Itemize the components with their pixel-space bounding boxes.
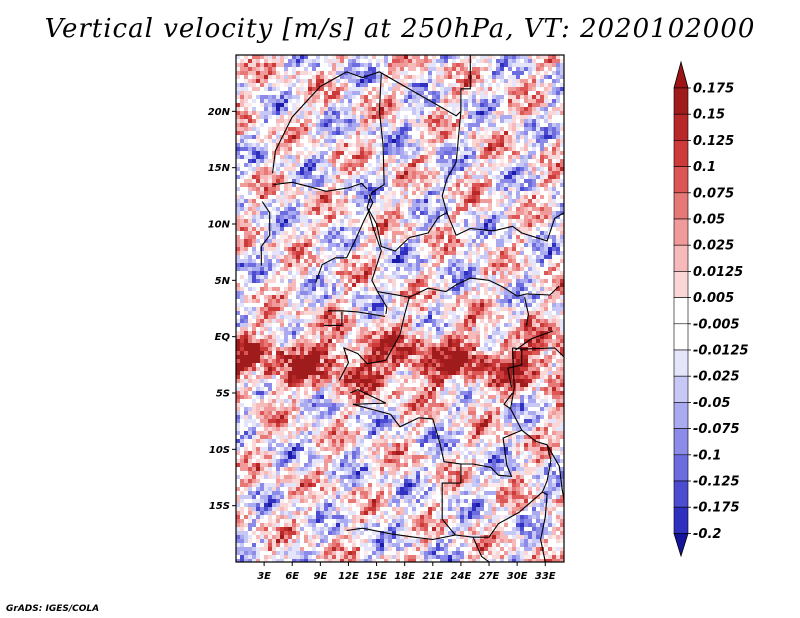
colorbar-level-label: 0.025 xyxy=(693,239,734,254)
lon-tick-label: 24E xyxy=(451,571,472,582)
map-title: Vertical velocity [m/s] at 250hPa, VT: 2… xyxy=(44,14,756,44)
lon-tick-label: 30E xyxy=(507,571,528,582)
colorbar-segment xyxy=(673,297,689,325)
colorbar-segment xyxy=(673,428,689,456)
country-borders xyxy=(260,55,564,562)
lat-tick-label: EQ xyxy=(215,332,231,343)
colorbar-segment xyxy=(673,244,689,272)
lat-tick-label: 5N xyxy=(215,276,231,287)
colorbar-top-arrow xyxy=(673,60,689,89)
vertical-velocity-field xyxy=(236,55,564,562)
colorbar-level-label: -0.005 xyxy=(693,317,740,332)
lon-tick-label: 9E xyxy=(313,571,327,582)
colorbar-segment xyxy=(673,402,689,429)
colorbar-segment xyxy=(673,271,689,298)
colorbar-level-label: 0.05 xyxy=(693,213,725,228)
longitude-axis: 3E 6E 9E 12E 15E 18E 21E 24E 27E 30E 33E xyxy=(257,562,556,582)
lon-tick-label: 3E xyxy=(257,571,271,582)
lat-tick-label: 15S xyxy=(209,501,230,512)
colorbar-level-label: -0.05 xyxy=(693,396,730,411)
colorbar-segment xyxy=(673,218,689,246)
colorbar-segment xyxy=(673,140,689,167)
colorbar-level-label: -0.175 xyxy=(693,501,740,516)
colorbar-level-label: -0.075 xyxy=(693,422,740,437)
colorbar-level-label: 0.075 xyxy=(693,186,734,201)
colorbar-segment xyxy=(673,166,689,194)
colorbar: 0.175 0.15 0.125 0.1 0.075 0.05 0.025 0.0125 0.0… xyxy=(673,60,749,558)
lat-tick-label: 20N xyxy=(208,107,231,118)
lon-tick-label: 6E xyxy=(285,571,299,582)
colorbar-bottom-arrow xyxy=(673,533,689,558)
latitude-axis: 20N 15N 10N 5N EQ 5S 10S 15S xyxy=(208,107,236,512)
colorbar-level-label: -0.125 xyxy=(693,475,740,490)
colorbar-segment xyxy=(673,323,689,351)
colorbar-level-label: 0.005 xyxy=(693,291,734,306)
lon-tick-label: 33E xyxy=(535,571,556,582)
lat-tick-label: 15N xyxy=(208,163,231,174)
colorbar-level-label: 0.175 xyxy=(693,82,734,97)
colorbar-segment xyxy=(673,480,689,508)
lon-tick-label: 21E xyxy=(422,571,443,582)
lat-tick-label: 5S xyxy=(216,389,230,400)
lon-tick-label: 15E xyxy=(366,571,387,582)
lon-tick-label: 18E xyxy=(394,571,415,582)
map-frame xyxy=(235,54,565,563)
colorbar-level-label: 0.0125 xyxy=(693,265,743,280)
grads-credit: GrADS: IGES/COLA xyxy=(6,604,100,614)
lon-tick-label: 27E xyxy=(479,571,500,582)
colorbar-level-label: 0.125 xyxy=(693,134,734,149)
colorbar-level-label: -0.2 xyxy=(693,527,721,542)
colorbar-segment xyxy=(673,113,689,141)
colorbar-segment xyxy=(673,375,689,403)
colorbar-level-label: 0.15 xyxy=(693,108,725,123)
colorbar-level-label: -0.1 xyxy=(693,448,721,463)
colorbar-segment xyxy=(673,506,689,534)
colorbar-level-label: -0.025 xyxy=(693,370,740,385)
colorbar-segment xyxy=(673,192,689,220)
colorbar-segment xyxy=(673,349,689,377)
colorbar-level-label: -0.0125 xyxy=(693,344,749,359)
lat-tick-label: 10N xyxy=(208,220,231,231)
colorbar-level-label: 0.1 xyxy=(693,160,716,175)
colorbar-segment xyxy=(673,87,689,115)
lat-tick-label: 10S xyxy=(209,445,230,456)
lon-tick-label: 12E xyxy=(338,571,359,582)
colorbar-segment xyxy=(673,454,689,482)
